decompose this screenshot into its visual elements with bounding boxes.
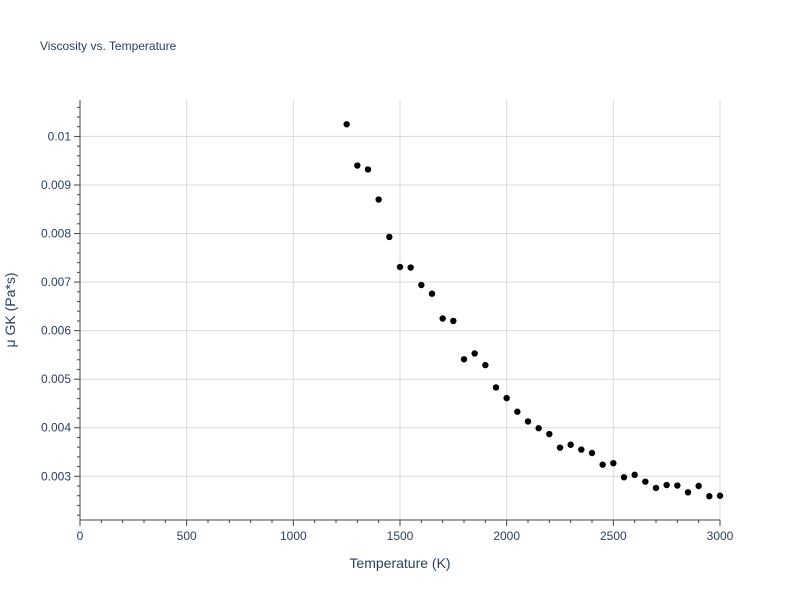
data-point (588, 449, 596, 457)
x-tick-label: 1000 (280, 529, 307, 543)
axes: 0 500 1000 1500 2000 2500 3000 0.003 0.004 0.005 0… (41, 100, 734, 543)
data-point (514, 408, 521, 415)
data-point (524, 418, 532, 425)
y-tick-label: 0.007 (41, 275, 71, 289)
y-tick-label: 0.003 (41, 469, 71, 483)
data-point (652, 484, 660, 492)
data-point (364, 166, 372, 173)
grid-lines (80, 100, 721, 520)
data-point (556, 444, 564, 451)
data-point (439, 315, 446, 322)
x-tick-label: 1500 (387, 529, 414, 543)
data-point (375, 196, 382, 203)
data-point (695, 482, 702, 490)
data-point (567, 441, 574, 448)
y-axis-title: μ GK (Pa*s) (2, 273, 18, 348)
data-point (492, 384, 500, 391)
data-point (674, 482, 681, 489)
data-point (535, 425, 542, 432)
data-point (578, 446, 585, 453)
data-point (546, 430, 553, 438)
x-tick-label: 500 (177, 529, 197, 543)
data-point (706, 493, 713, 500)
data-point (482, 361, 489, 369)
data-point (716, 492, 724, 499)
data-point (354, 162, 361, 169)
x-tick-label: 2500 (600, 529, 627, 543)
x-tick-label: 2000 (493, 529, 520, 543)
y-tick-label: 0.006 (41, 324, 71, 338)
data-point (343, 121, 350, 128)
y-tick-label: 0.008 (41, 227, 71, 241)
chart-title: Viscosity vs. Temperature (40, 39, 177, 53)
y-tick-label: 0.005 (41, 372, 71, 386)
y-tick-label: 0.009 (41, 178, 71, 192)
x-axis-title: Temperature (K) (349, 555, 450, 571)
data-point (396, 263, 404, 271)
data-point (428, 290, 436, 297)
data-point (460, 356, 468, 363)
data-point (663, 481, 670, 489)
x-tick-label: 0 (77, 529, 84, 543)
data-point (610, 459, 617, 467)
data-point (684, 489, 692, 496)
data-point (642, 478, 649, 485)
data-point (450, 317, 457, 325)
data-point (631, 471, 638, 479)
y-tick-label: 0.004 (41, 421, 71, 435)
data-point (599, 461, 606, 468)
data-point (407, 264, 414, 271)
x-tick-label: 3000 (707, 529, 734, 543)
data-points (343, 121, 724, 500)
data-point (386, 233, 393, 241)
data-point (620, 474, 628, 481)
data-point (503, 394, 510, 402)
data-point (471, 350, 478, 357)
y-tick-label: 0.01 (48, 129, 72, 143)
data-point (418, 281, 425, 289)
